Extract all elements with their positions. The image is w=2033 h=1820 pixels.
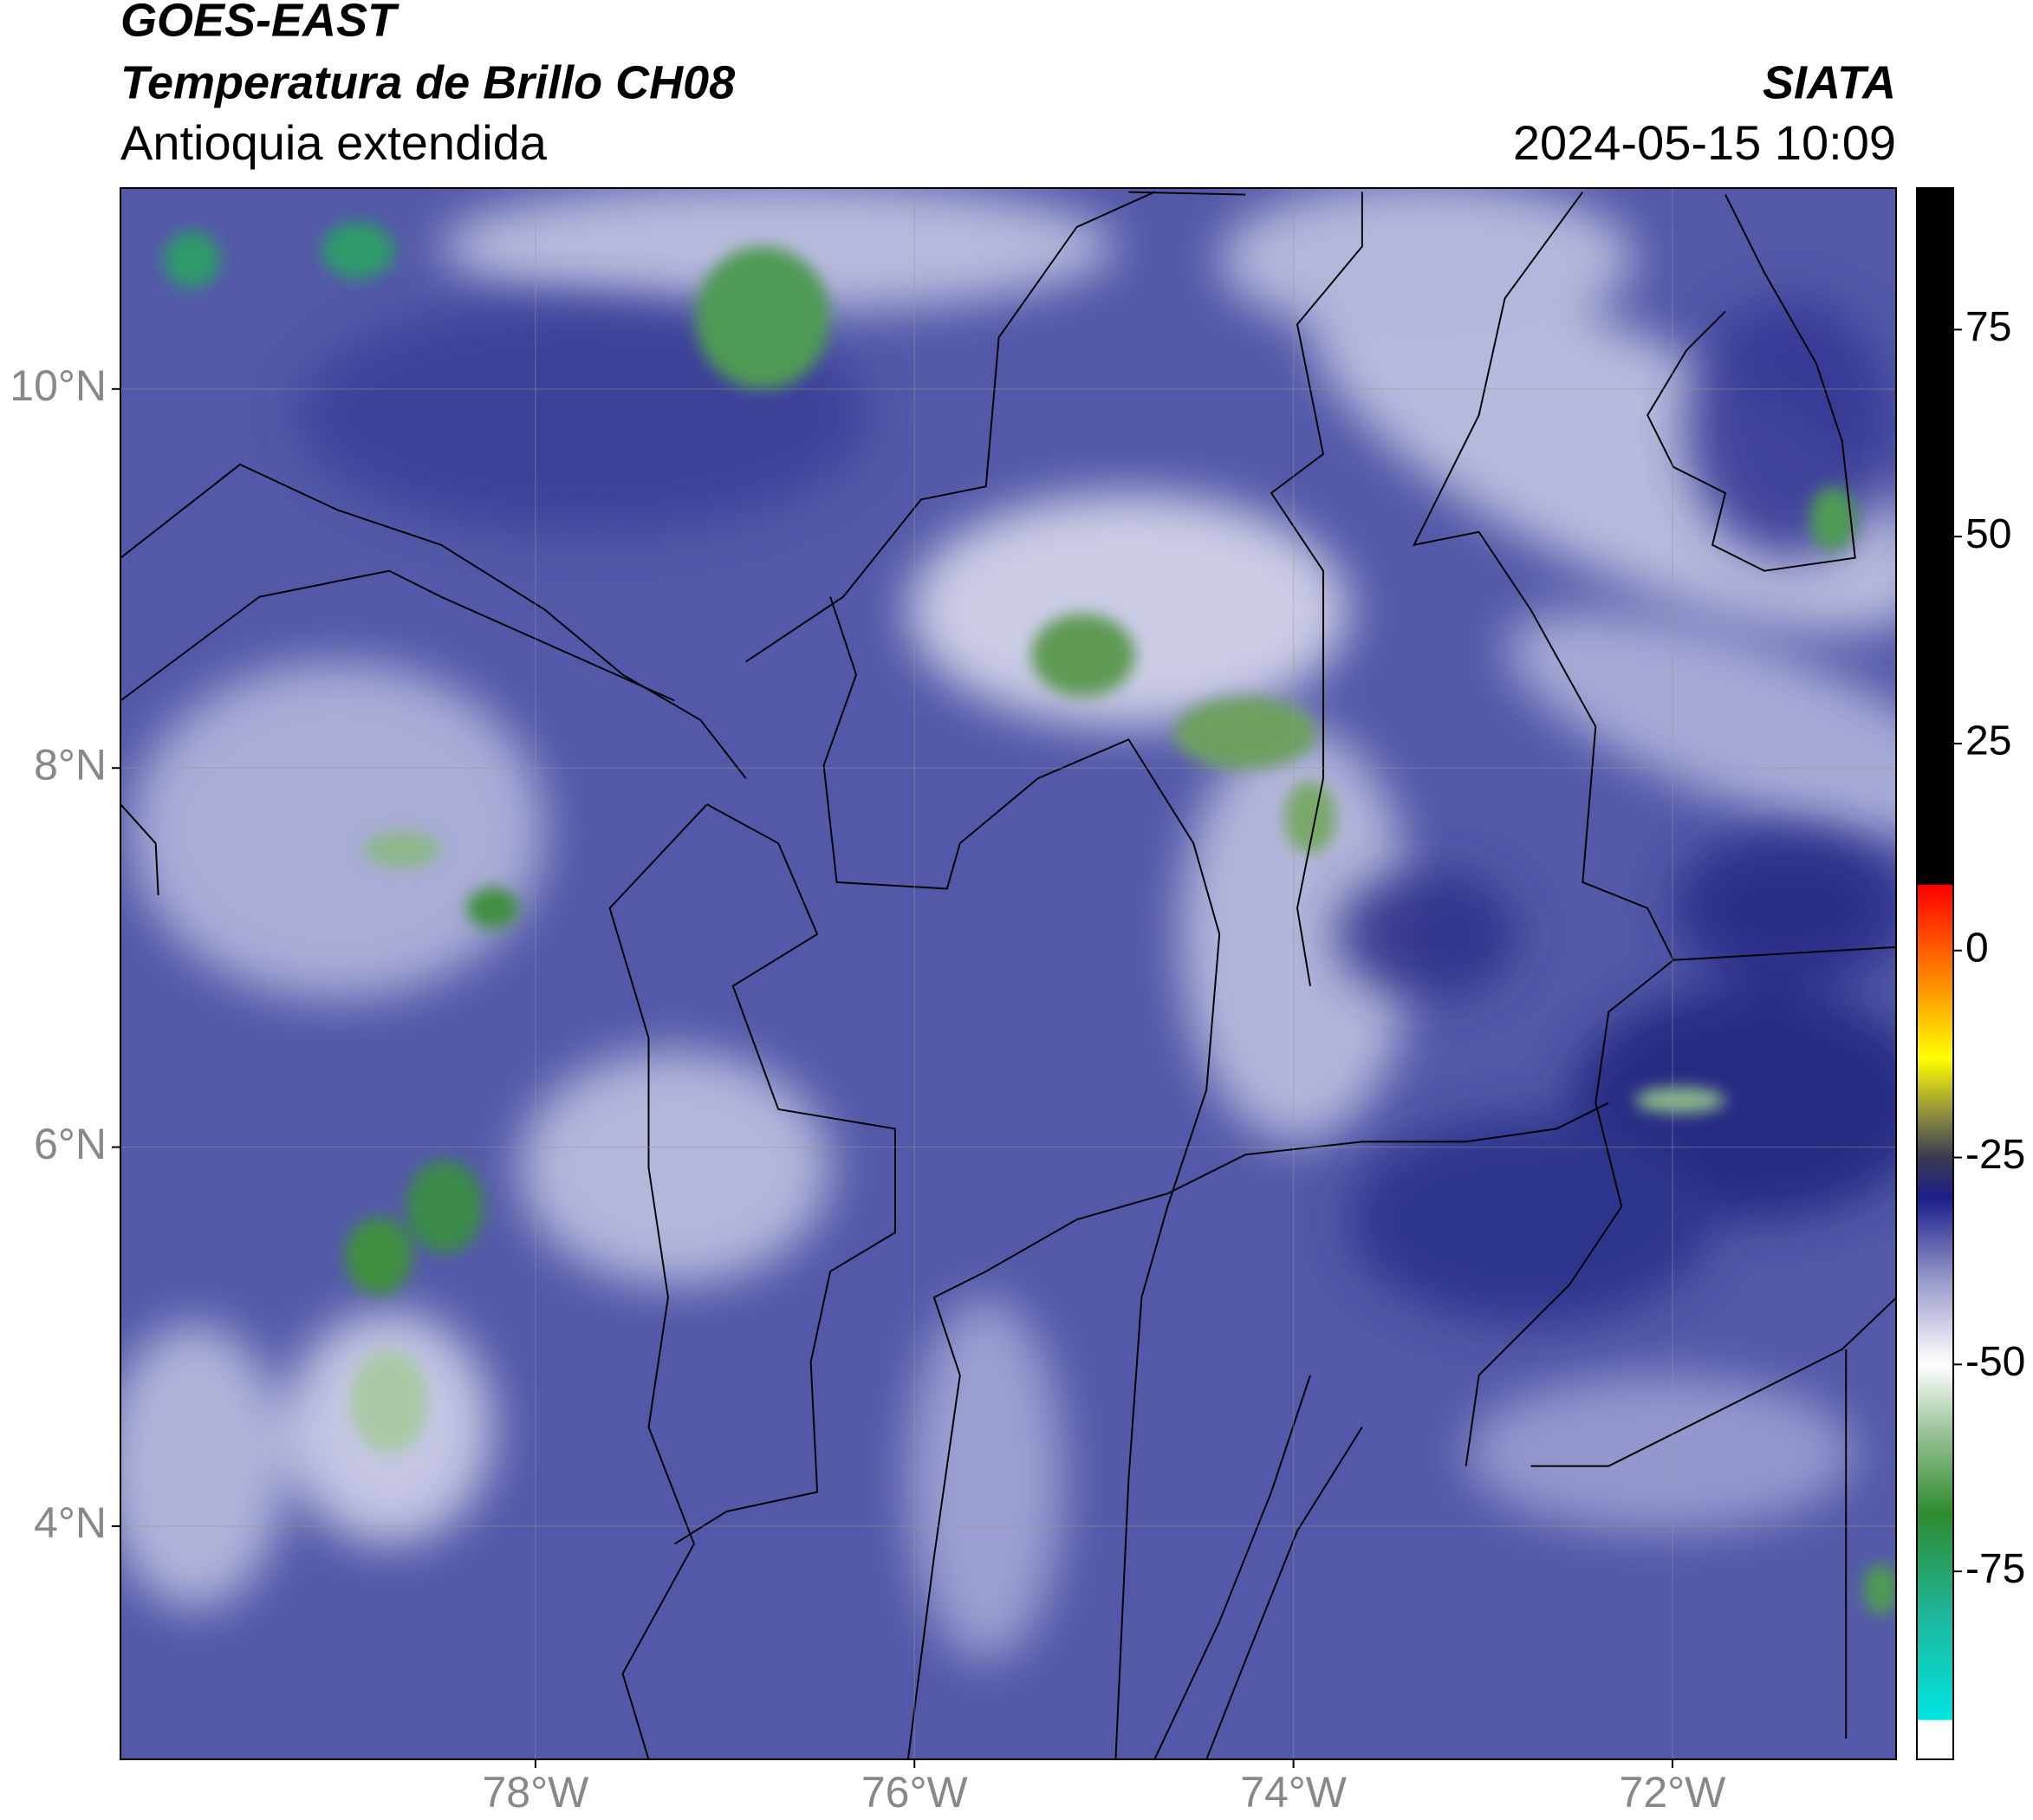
colorbar-tick-label: -25 [1965,1132,2025,1178]
satellite-image [120,188,1896,1759]
x-tick-label: 72°W [1620,1768,1727,1817]
x-tick-label: 74°W [1240,1768,1348,1817]
colorbar-tick-label: 75 [1965,304,2011,350]
timestamp: 2024-05-15 10:09 [1513,115,1896,170]
source-label: SIATA [1763,56,1896,108]
colorbar-tick-label: 25 [1965,718,2011,764]
y-tick-label: 10°N [10,361,107,410]
colorbar-tick-label: -50 [1965,1339,2025,1385]
colorbar-frame [1916,187,1954,1760]
product-title: Temperatura de Brillo CH08 [120,56,735,108]
x-tick-label: 76°W [861,1768,969,1817]
x-tick-label: 78°W [482,1768,589,1817]
colorbar-tick-label: -75 [1965,1546,2025,1592]
y-tick-label: 8°N [34,740,107,789]
colorbar-tick-label: 0 [1965,925,1989,971]
colorbar-tick-label: 50 [1965,511,2011,557]
region-subtitle: Antioquia extendida [120,115,548,170]
colorbar [1917,188,1953,1759]
map-frame [120,187,1897,1760]
y-tick-label: 4°N [34,1498,107,1547]
satellite-title: GOES-EAST [120,0,399,46]
y-tick-label: 6°N [34,1120,107,1168]
